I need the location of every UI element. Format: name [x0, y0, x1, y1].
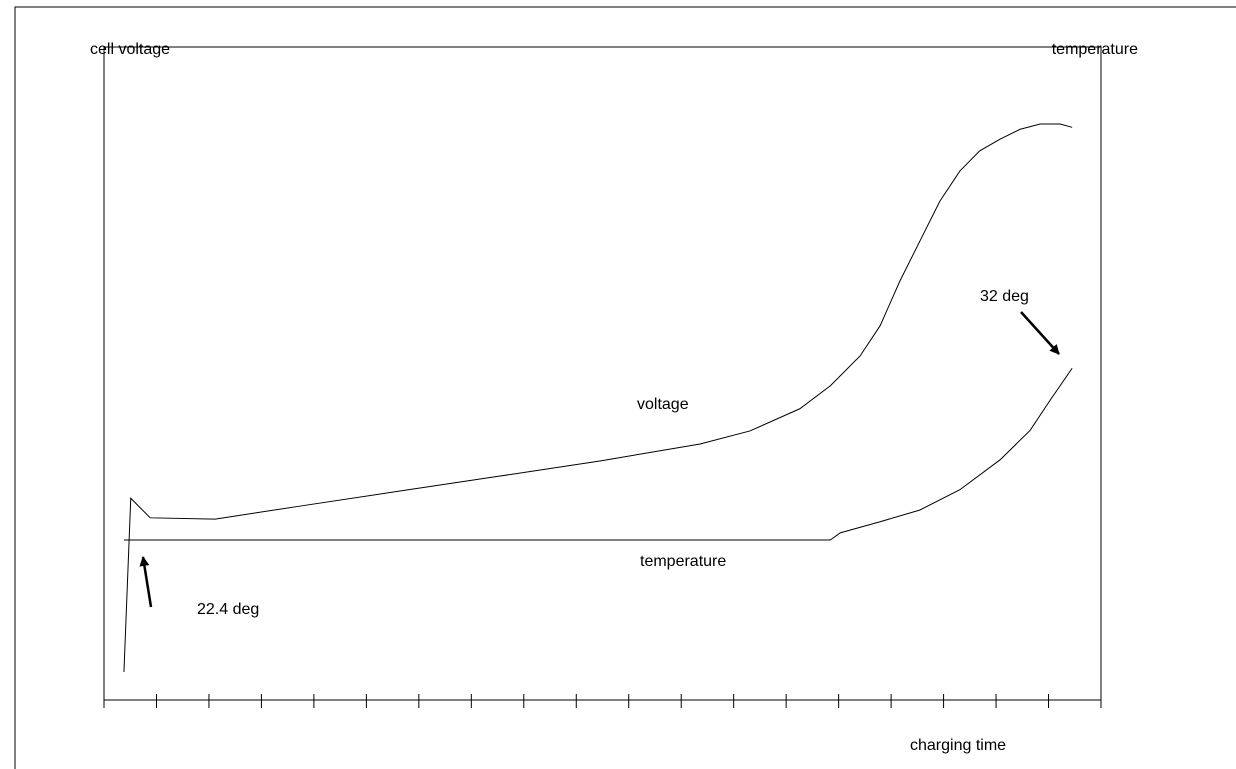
outer-frame [14, 6, 1236, 769]
plot-frame [103, 46, 1102, 700]
arrow [139, 556, 153, 608]
y-axis-label: cell voltage [90, 41, 170, 58]
annotation: 22.4 deg [197, 601, 259, 618]
x-axis-label: charging time [910, 737, 1006, 754]
y2-axis-label: temperature [1052, 41, 1138, 58]
series-label: temperature [640, 553, 726, 570]
series-line [123, 367, 1073, 541]
annotation: 32 deg [980, 288, 1029, 305]
arrow [1020, 311, 1060, 355]
series-label: voltage [637, 396, 689, 413]
series-line [123, 123, 1073, 672]
